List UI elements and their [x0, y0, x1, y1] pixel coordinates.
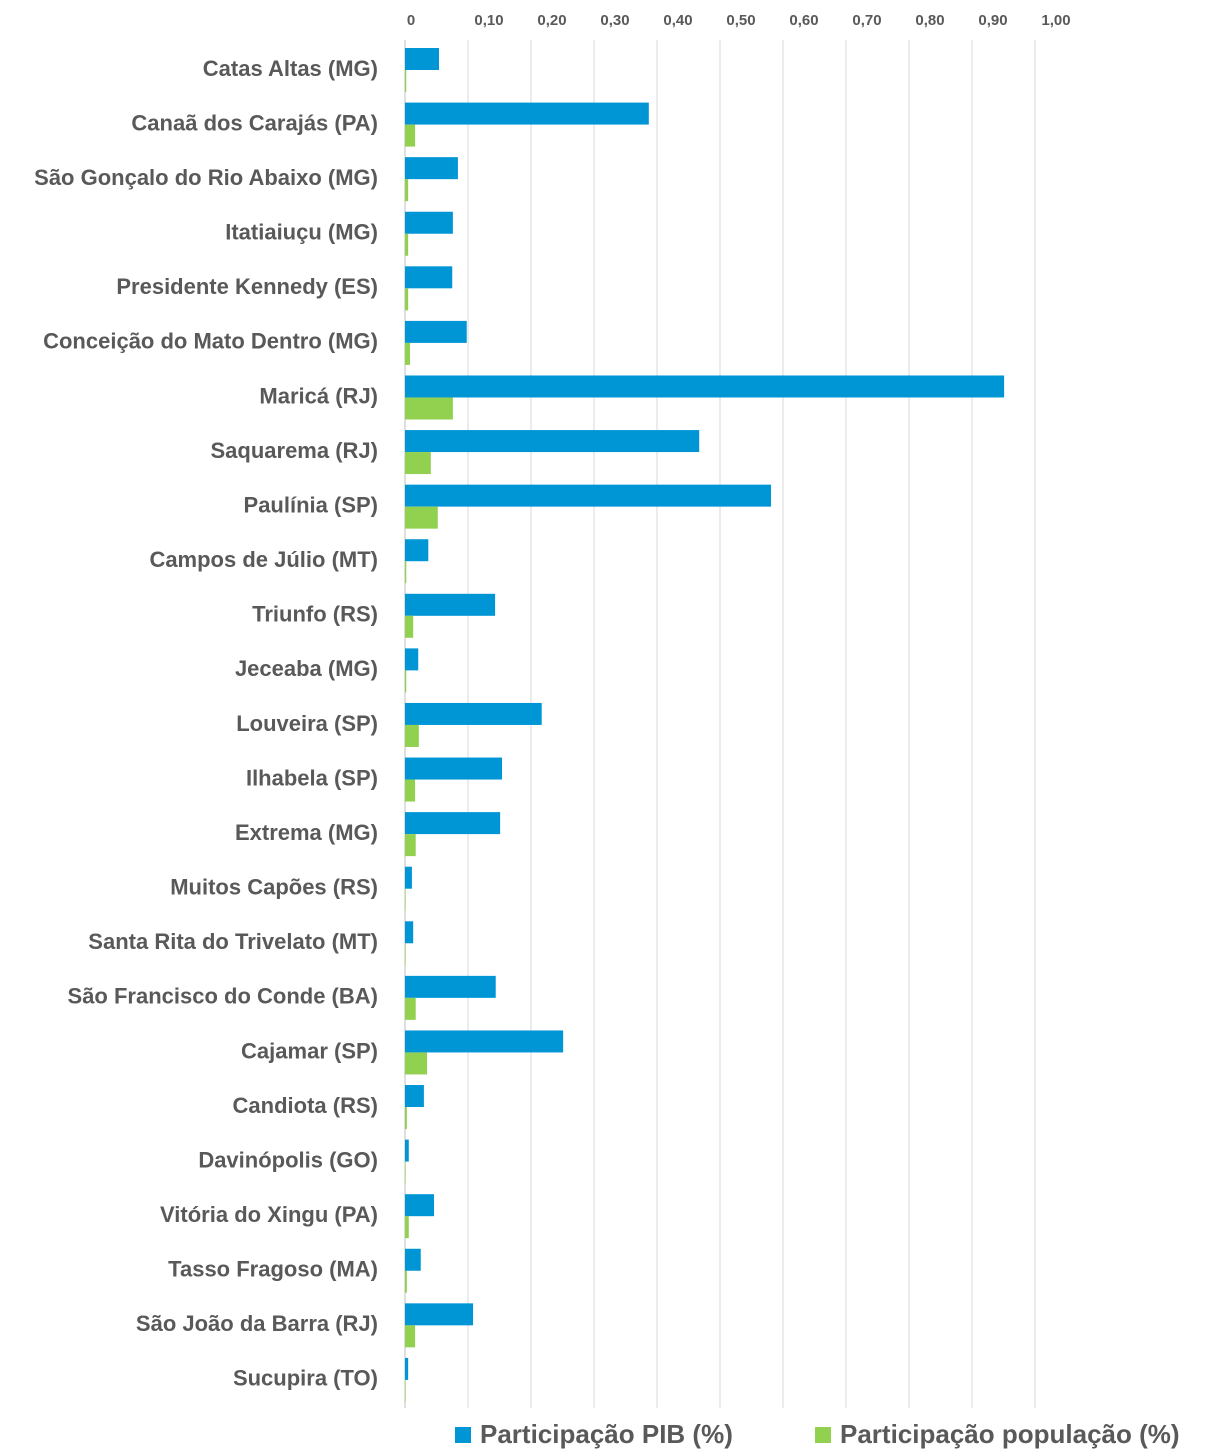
bar	[405, 648, 419, 671]
bar	[405, 1357, 409, 1380]
bar	[405, 1303, 474, 1326]
x-tick-label: 0,90	[978, 12, 1007, 29]
x-tick-label: 0	[407, 12, 415, 29]
legend-label: Participação população (%)	[840, 1419, 1180, 1449]
category-label: Louveira (SP)	[236, 711, 378, 736]
category-label: Davinópolis (GO)	[198, 1147, 378, 1172]
bar	[405, 70, 407, 92]
x-tick-label: 0,80	[915, 12, 944, 29]
category-label: Muitos Capões (RS)	[170, 875, 378, 900]
bar	[405, 888, 406, 911]
bar	[405, 593, 496, 616]
bar	[405, 1270, 407, 1293]
bar	[405, 1248, 421, 1271]
bar	[405, 1379, 406, 1402]
x-tick-label: 1,00	[1041, 12, 1070, 29]
bar	[405, 779, 416, 802]
x-tick-label: 0,50	[726, 12, 755, 29]
bar	[405, 757, 503, 780]
category-label: Canaã dos Carajás (PA)	[131, 110, 378, 135]
bar	[405, 342, 411, 365]
bar	[405, 975, 496, 998]
category-label: Maricá (RJ)	[259, 383, 378, 408]
bar	[405, 1194, 434, 1217]
category-label: Conceição do Mato Dentro (MG)	[43, 329, 378, 354]
bar	[405, 266, 453, 289]
category-label: Extrema (MG)	[235, 820, 378, 845]
category-label: São Francisco do Conde (BA)	[68, 984, 378, 1009]
category-label: Cajamar (SP)	[241, 1038, 378, 1063]
bar	[405, 1030, 564, 1053]
category-label: Saquarema (RJ)	[210, 438, 378, 463]
legend-label: Participação PIB (%)	[480, 1419, 733, 1449]
legend-swatch	[815, 1427, 831, 1443]
bar	[405, 997, 416, 1020]
bar	[405, 943, 406, 966]
x-tick-label: 0,20	[537, 12, 566, 29]
legend-swatch	[455, 1427, 471, 1443]
bar	[405, 702, 542, 725]
category-label: Santa Rita do Trivelato (MT)	[88, 929, 378, 954]
bar	[405, 102, 649, 125]
bar	[405, 506, 438, 529]
category-label: Paulínia (SP)	[244, 492, 378, 517]
bar	[405, 921, 414, 944]
x-tick-label: 0,60	[789, 12, 818, 29]
category-label: São João da Barra (RJ)	[136, 1311, 378, 1336]
bar	[405, 375, 1005, 398]
bar	[405, 615, 414, 638]
category-label: Jeceaba (MG)	[235, 656, 378, 681]
bar	[405, 288, 409, 311]
bar	[405, 1085, 424, 1108]
bar	[405, 211, 453, 234]
bar	[405, 1325, 416, 1348]
x-tick-label: 0,30	[600, 12, 629, 29]
x-tick-label: 0,10	[474, 12, 503, 29]
category-label: Triunfo (RS)	[252, 602, 378, 627]
bar	[405, 320, 467, 343]
bar	[405, 539, 429, 562]
category-label: Tasso Fragoso (MA)	[168, 1257, 378, 1282]
bar	[405, 1139, 409, 1162]
bar	[405, 48, 440, 70]
category-label: São Gonçalo do Rio Abaixo (MG)	[34, 165, 378, 190]
bar	[405, 1216, 409, 1239]
bar	[405, 179, 409, 202]
bar	[405, 157, 458, 180]
category-label: Candiota (RS)	[233, 1093, 378, 1118]
bar	[405, 233, 409, 256]
bar	[405, 834, 416, 857]
bar	[405, 670, 407, 693]
bar	[405, 1107, 407, 1130]
category-label: Campos de Júlio (MT)	[149, 547, 378, 572]
bar	[405, 812, 501, 835]
bar	[405, 397, 453, 420]
category-label: Sucupira (TO)	[233, 1366, 378, 1391]
bar	[405, 1161, 406, 1184]
category-label: Ilhabela (SP)	[246, 765, 378, 790]
category-label: Catas Altas (MG)	[203, 56, 378, 81]
bar	[405, 561, 407, 584]
bar	[405, 866, 412, 889]
category-label: Presidente Kennedy (ES)	[116, 274, 378, 299]
x-tick-label: 0,40	[663, 12, 692, 29]
category-label: Itatiaiuçu (MG)	[225, 220, 378, 245]
x-tick-label: 0,70	[852, 12, 881, 29]
bar	[405, 124, 416, 147]
bar	[405, 1052, 428, 1075]
bar	[405, 724, 419, 747]
bar	[405, 452, 431, 475]
category-label: Vitória do Xingu (PA)	[160, 1202, 378, 1227]
bar	[405, 430, 700, 453]
bar	[405, 484, 772, 507]
